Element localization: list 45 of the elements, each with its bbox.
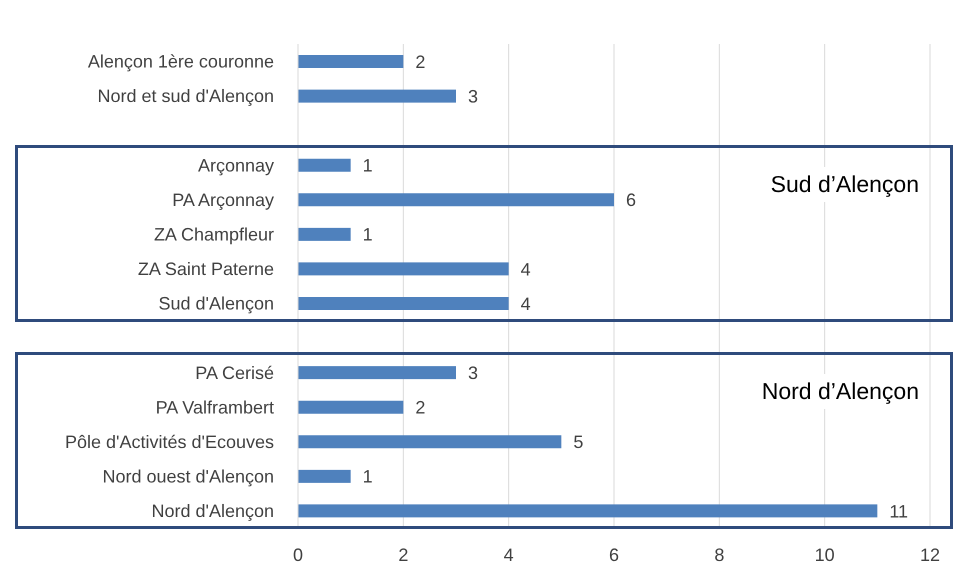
x-tick-label: 0 [292, 544, 304, 565]
bar [298, 366, 456, 380]
y-tick-label: Nord ouest d'Alençon [102, 466, 274, 487]
y-tick-label: ZA Champfleur [154, 224, 274, 245]
bar [298, 400, 404, 414]
bar [298, 297, 509, 310]
data-label: 1 [362, 466, 373, 487]
data-label: 4 [520, 294, 531, 314]
y-tick-label: Alençon 1ère couronne [88, 52, 274, 72]
y-tick-label: Arçonnay [198, 155, 274, 176]
y-tick-label: PA Cerisé [195, 362, 274, 383]
data-label: 2 [415, 398, 426, 418]
x-tick-label: 10 [814, 544, 835, 565]
data-label: 3 [468, 363, 478, 384]
data-label: 4 [520, 259, 531, 280]
bar [298, 470, 351, 483]
data-label: 1 [362, 156, 373, 176]
x-tick-label: 12 [920, 544, 940, 565]
bar [298, 55, 404, 68]
y-tick-label: Sud d'Alençon [158, 294, 274, 314]
data-label: 1 [362, 224, 373, 245]
x-tick-label: 4 [504, 544, 514, 565]
data-label: 6 [626, 190, 636, 210]
bar [298, 262, 509, 276]
data-label: 11 [889, 501, 908, 522]
bar [298, 90, 456, 103]
y-tick-label: Nord d'Alençon [151, 501, 274, 522]
bar [298, 228, 351, 241]
y-tick-label: Nord et sud d'Alençon [97, 86, 274, 106]
y-tick-label: PA Arçonnay [172, 190, 274, 210]
x-tick-label: 2 [398, 544, 408, 565]
data-label: 3 [468, 86, 478, 106]
y-tick-label: ZA Saint Paterne [138, 259, 274, 280]
y-tick-label: PA Valframbert [156, 397, 274, 418]
data-label: 5 [573, 432, 584, 452]
bar [298, 435, 562, 448]
bar [298, 158, 351, 172]
x-tick-label: 6 [608, 544, 620, 565]
bar [298, 193, 614, 206]
annotation: Sud d’Alençon [762, 166, 927, 202]
x-tick-label: 8 [714, 544, 724, 565]
annotation: Nord d’Alençon [754, 374, 927, 410]
data-label: 2 [415, 52, 426, 72]
bar [298, 504, 878, 518]
y-tick-label: Pôle d'Activités d'Ecouves [65, 432, 274, 452]
